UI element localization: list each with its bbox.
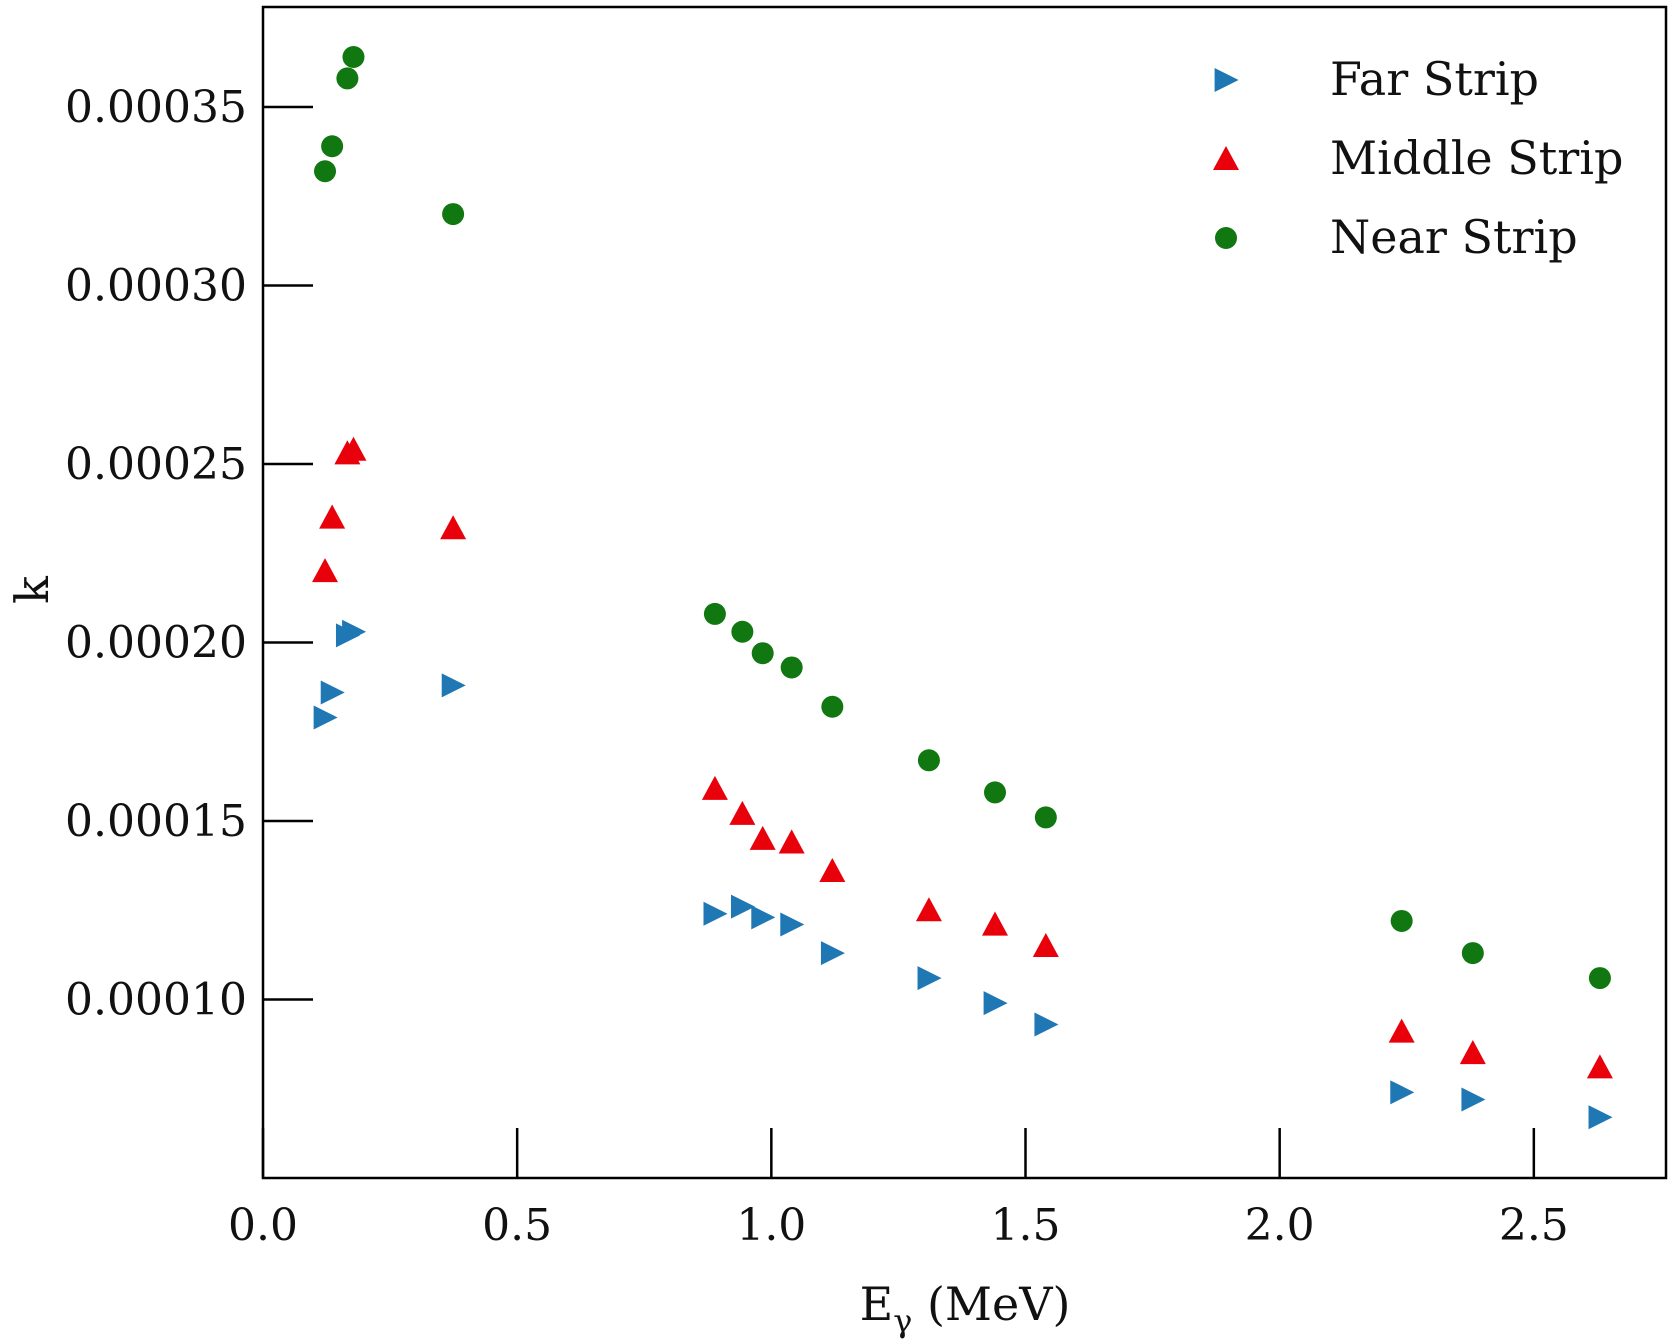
- legend-marker-far-strip: [1214, 68, 1239, 92]
- legend-label-middle-strip: Middle Strip: [1330, 131, 1623, 185]
- data-point-near-strip: [751, 642, 774, 665]
- data-point-far-strip: [703, 901, 728, 926]
- data-point-far-strip: [1588, 1105, 1613, 1130]
- data-point-near-strip: [731, 620, 754, 643]
- data-point-middle-strip: [440, 515, 467, 540]
- data-point-near-strip: [780, 656, 803, 679]
- data-point-near-strip: [336, 67, 359, 90]
- data-point-near-strip: [917, 749, 940, 772]
- data-point-near-strip: [1034, 806, 1057, 829]
- legend-marker-near-strip: [1215, 227, 1237, 249]
- data-point-far-strip: [1461, 1087, 1486, 1112]
- data-point-near-strip: [821, 695, 844, 718]
- data-point-near-strip: [342, 45, 365, 68]
- x-axis-title: Eγ (MeV): [860, 1277, 1071, 1340]
- data-point-middle-strip: [749, 825, 776, 850]
- data-point-far-strip: [1034, 1012, 1059, 1037]
- x-tick-label: 0.5: [482, 1200, 552, 1251]
- data-point-middle-strip: [1459, 1040, 1486, 1065]
- data-point-far-strip: [820, 941, 845, 966]
- x-tick-label: 1.5: [991, 1200, 1061, 1251]
- y-axis-title: k: [5, 575, 59, 604]
- data-point-far-strip: [342, 619, 367, 644]
- data-point-far-strip: [780, 912, 805, 937]
- data-point-middle-strip: [340, 436, 367, 461]
- x-tick-label: 1.0: [736, 1200, 806, 1251]
- data-point-middle-strip: [319, 504, 346, 529]
- x-axis-title-main: E: [860, 1277, 894, 1331]
- y-tick-label: 0.00020: [65, 617, 247, 668]
- y-tick-label: 0.00015: [65, 796, 247, 847]
- data-point-far-strip: [313, 705, 338, 730]
- data-point-near-strip: [314, 160, 337, 183]
- data-point-middle-strip: [819, 857, 846, 883]
- data-point-near-strip: [321, 135, 344, 158]
- legend-label-far-strip: Far Strip: [1330, 52, 1539, 106]
- legend: Far Strip Middle Strip Near Strip: [1213, 52, 1623, 264]
- data-point-far-strip: [1390, 1080, 1415, 1105]
- data-point-middle-strip: [701, 775, 728, 800]
- data-point-middle-strip: [1388, 1018, 1415, 1043]
- y-tick-label: 0.00025: [65, 439, 247, 490]
- legend-marker-middle-strip: [1213, 146, 1239, 171]
- data-point-middle-strip: [778, 829, 805, 854]
- data-point-far-strip: [730, 894, 755, 919]
- y-tick-label: 0.00035: [65, 82, 247, 133]
- x-axis: 0.0 0.5 1.0 1.5 2.0 2.5: [228, 1128, 1569, 1251]
- data-point-near-strip: [1588, 967, 1611, 990]
- data-point-middle-strip: [729, 800, 756, 825]
- data-point-far-strip: [320, 680, 345, 705]
- y-tick-label: 0.00030: [65, 260, 247, 311]
- data-point-far-strip: [917, 966, 942, 991]
- data-point-near-strip: [1390, 909, 1413, 932]
- data-point-middle-strip: [1032, 932, 1059, 957]
- x-tick-label: 2.0: [1245, 1200, 1315, 1251]
- legend-label-near-strip: Near Strip: [1330, 210, 1578, 264]
- data-point-far-strip: [983, 991, 1008, 1016]
- x-tick-label: 2.5: [1499, 1200, 1569, 1251]
- x-tick-label: 0.0: [228, 1200, 298, 1251]
- data-point-far-strip: [751, 905, 776, 930]
- x-axis-title-subscript: γ: [893, 1302, 912, 1340]
- data-point-near-strip: [442, 203, 465, 226]
- y-tick-label: 0.00010: [65, 974, 247, 1025]
- data-point-near-strip: [1461, 942, 1484, 965]
- x-axis-title-unit: (MeV): [912, 1277, 1070, 1331]
- data-point-near-strip: [703, 602, 726, 625]
- data-point-middle-strip: [312, 558, 339, 583]
- data-point-middle-strip: [915, 897, 942, 922]
- data-points: [312, 45, 1613, 1130]
- data-point-middle-strip: [1586, 1054, 1613, 1079]
- y-axis: 0.00010 0.00015 0.00020 0.00025 0.00030 0.000…: [65, 82, 313, 1025]
- data-point-near-strip: [984, 781, 1006, 804]
- data-point-far-strip: [441, 673, 466, 698]
- plot-frame: [261, 5, 1668, 1180]
- data-point-middle-strip: [982, 911, 1008, 936]
